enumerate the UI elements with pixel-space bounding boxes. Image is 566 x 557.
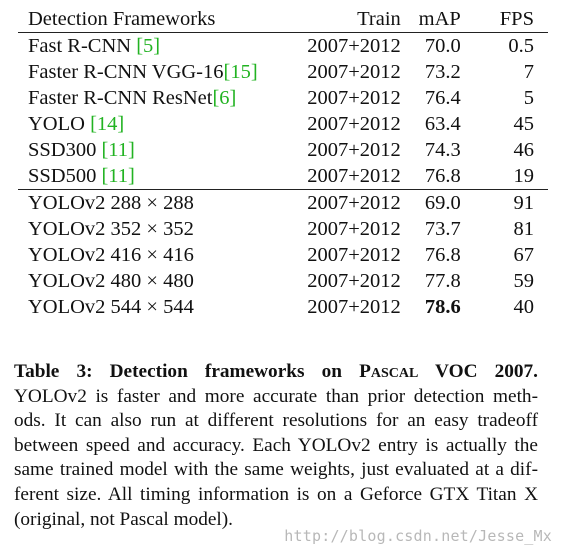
results-table: Detection Frameworks Train mAP FPS Fast … [18,6,548,320]
caption-line: same trained model with the same weights… [14,459,538,481]
train-cell: 2007+2012 [307,165,401,187]
map-cell: 73.2 [424,61,461,83]
map-cell: 74.3 [424,139,461,161]
fps-cell: 45 [513,113,535,135]
citation-link[interactable]: [6] [212,87,237,109]
results-table-container: Detection Frameworks Train mAP FPS Fast … [18,6,548,320]
header-frameworks: Detection Frameworks [28,8,216,30]
table-row: YOLOv2 288 × 288 2007+2012 69.0 91 [18,189,548,216]
map-cell: 70.0 [424,35,461,57]
table-row: YOLOv2 352 × 352 2007+2012 73.7 81 [18,216,548,242]
table-row: YOLOv2 544 × 544 2007+2012 78.6 40 [18,294,548,320]
caption-title: Table 3: Detection frameworks on Pascal … [14,361,538,382]
caption-title-prefix: Table 3: Detection frameworks on [14,361,360,382]
framework-name: YOLOv2 352 × 352 [28,218,194,240]
framework-name-cell: YOLO [14] [18,111,284,137]
table-row: Faster R-CNN VGG-16[15] 2007+2012 73.2 7 [18,59,548,85]
table-row: SSD300 [11] 2007+2012 74.3 46 [18,137,548,163]
citation-link[interactable]: [15] [223,61,258,83]
framework-name-cell: YOLOv2 480 × 480 [18,268,284,294]
train-cell: 2007+2012 [307,35,401,57]
fps-cell: 19 [513,165,535,187]
watermark-text: http://blog.csdn.net/Jesse_Mx [284,527,552,545]
table-header: Detection Frameworks Train mAP FPS [18,6,548,33]
table-row: YOLO [14] 2007+2012 63.4 45 [18,111,548,137]
fps-cell: 59 [513,270,535,292]
table-row: SSD500 [11] 2007+2012 76.8 19 [18,163,548,190]
prior-frameworks-group: Fast R-CNN [5] 2007+2012 70.0 0.5 Faster R-C… [18,33,548,190]
framework-name-cell: Faster R-CNN ResNet[6] [18,85,284,111]
header-row: Detection Frameworks Train mAP FPS [18,6,548,33]
fps-cell: 91 [460,189,548,216]
train-cell: 2007+2012 [307,270,401,292]
citation-link[interactable]: [5] [136,35,161,57]
framework-name-cell: YOLOv2 544 × 544 [18,294,284,320]
caption-line: between speed and accuracy. Each YOLOv2 … [14,434,538,456]
train-cell: 2007+2012 [307,296,401,318]
train-cell: 2007+2012 [307,139,401,161]
header-train: Train [357,8,401,30]
framework-name-cell: SSD300 [11] [18,137,284,163]
framework-name: Faster R-CNN VGG-16 [28,61,224,83]
framework-name: Faster R-CNN ResNet [28,87,213,109]
table-row: Fast R-CNN [5] 2007+2012 70.0 0.5 [18,33,548,60]
framework-name-cell: Fast R-CNN [5] [18,33,284,60]
map-cell: 69.0 [400,189,461,216]
map-cell: 76.8 [424,165,461,187]
caption-line: YOLOv2 is faster and more accurate than … [14,385,538,407]
train-cell: 2007+2012 [307,113,401,135]
header-fps: FPS [499,8,534,30]
table-row: YOLOv2 416 × 416 2007+2012 76.8 67 [18,242,548,268]
framework-name: YOLOv2 416 × 416 [28,244,194,266]
table-row: Faster R-CNN ResNet[6] 2007+2012 76.4 5 [18,85,548,111]
train-cell: 2007+2012 [307,244,401,266]
train-cell: 2007+2012 [307,218,401,240]
fps-cell: 67 [513,244,535,266]
framework-name-cell: Faster R-CNN VGG-16[15] [18,59,284,85]
citation-link[interactable]: [11] [101,139,135,161]
framework-name: SSD500 [28,165,102,187]
map-cell: 78.6 [424,296,461,318]
header-map: mAP [418,8,461,30]
train-cell: 2007+2012 [307,61,401,83]
framework-name-cell: SSD500 [11] [18,163,284,190]
table-row: YOLOv2 480 × 480 2007+2012 77.8 59 [18,268,548,294]
fps-cell: 40 [513,296,535,318]
fps-cell: 46 [513,139,535,161]
fps-cell: 7 [523,61,534,83]
framework-name: Fast R-CNN [28,35,137,57]
framework-name: SSD300 [28,139,102,161]
fps-cell: 81 [513,218,535,240]
citation-link[interactable]: [11] [101,165,135,187]
framework-name: YOLOv2 288 × 288 [28,192,194,214]
framework-name-cell: YOLOv2 288 × 288 [18,189,285,216]
train-cell: 2007+2012 [284,189,401,216]
map-cell: 77.8 [424,270,461,292]
map-cell: 76.4 [424,87,461,109]
framework-name: YOLO [28,113,91,135]
fps-cell: 0.5 [508,35,534,57]
caption-line: ferent size. All timing information is o… [14,483,538,505]
citation-link[interactable]: [14] [90,113,125,135]
framework-name: YOLOv2 544 × 544 [28,296,194,318]
caption-line: ods. It can also run at different resolu… [14,410,538,432]
caption-title-suffix: VOC 2007. [418,361,538,382]
table-caption: Table 3: Detection frameworks on Pascal … [14,360,538,532]
framework-name-cell: YOLOv2 416 × 416 [18,242,284,268]
fps-cell: 5 [523,87,534,109]
yolov2-group: YOLOv2 288 × 288 2007+2012 69.0 91 YOLOv2 35… [18,189,548,321]
train-cell: 2007+2012 [307,87,401,109]
caption-line: (original, not Pascal model). [14,508,234,530]
framework-name: YOLOv2 480 × 480 [28,270,194,292]
map-cell: 76.8 [424,244,461,266]
map-cell: 63.4 [424,113,461,135]
map-cell: 73.7 [424,218,461,240]
caption-title-smallcaps: Pascal [359,361,419,382]
framework-name-cell: YOLOv2 352 × 352 [18,216,284,242]
